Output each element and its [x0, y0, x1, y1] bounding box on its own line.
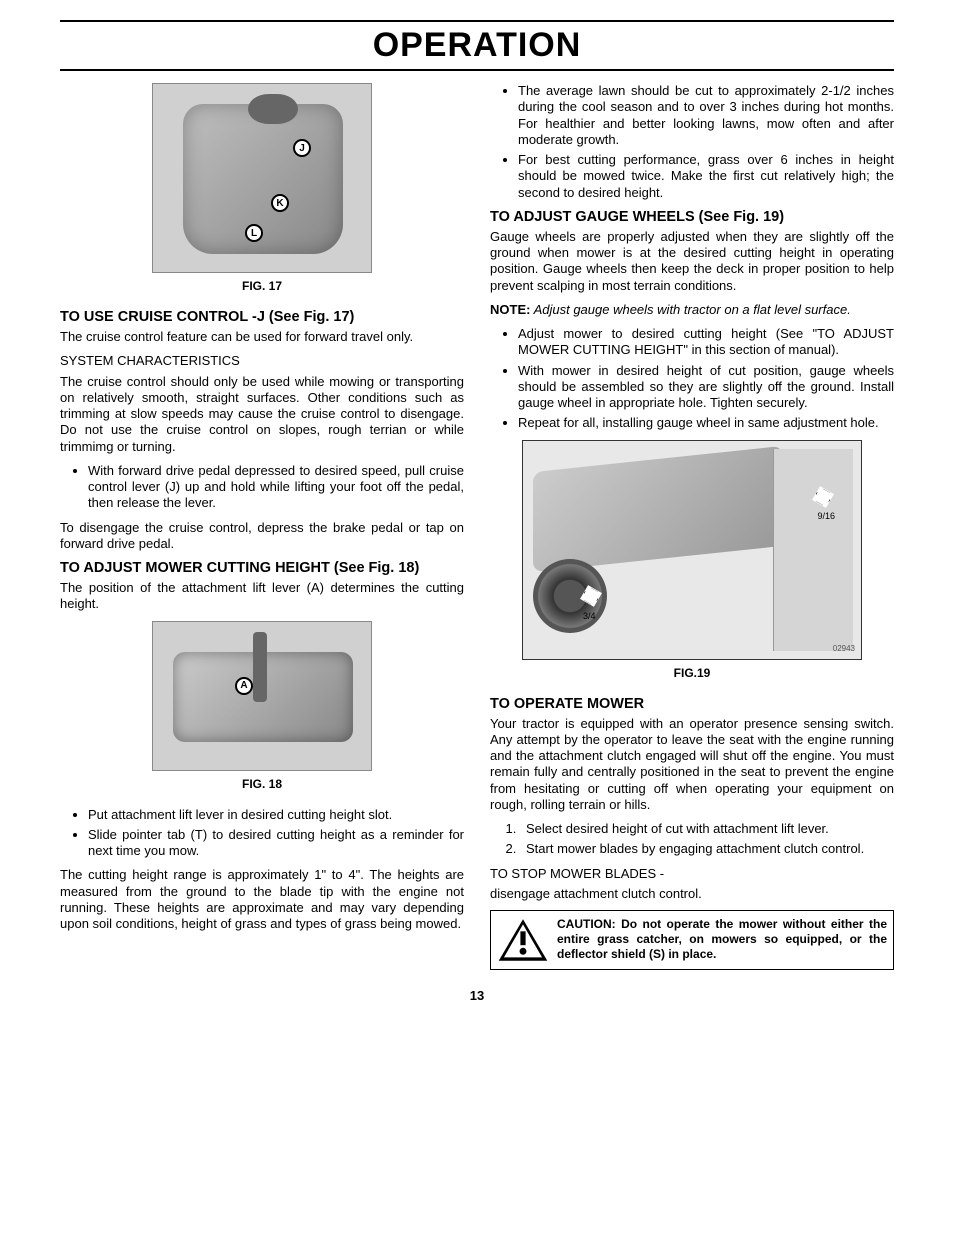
page-number: 13 — [60, 988, 894, 1003]
left-column: J K L FIG. 17 TO USE CRUISE CONTROL -J (… — [60, 83, 464, 970]
fig18-callout-a: A — [235, 677, 253, 695]
para-operator-presence: Your tractor is equipped with an operato… — [490, 716, 894, 814]
heading-operate-mower: TO OPERATE MOWER — [490, 696, 894, 712]
caution-box: CAUTION: Do not operate the mower withou… — [490, 910, 894, 970]
heading-cruise-control: TO USE CRUISE CONTROL -J (See Fig. 17) — [60, 309, 464, 325]
list-mowing-tips: The average lawn should be cut to approx… — [490, 83, 894, 201]
figure-18: A — [152, 621, 372, 771]
list-item: Repeat for all, installing gauge wheel i… — [518, 415, 894, 431]
two-column-layout: J K L FIG. 17 TO USE CRUISE CONTROL -J (… — [60, 83, 894, 970]
para-cruise-disengage: To disengage the cruise control, depress… — [60, 520, 464, 553]
heading-adjust-cutting-height: TO ADJUST MOWER CUTTING HEIGHT (See Fig.… — [60, 560, 464, 576]
fig19-part-number: 02943 — [833, 644, 855, 653]
list-gauge-steps: Adjust mower to desired cutting height (… — [490, 326, 894, 432]
list-item: Slide pointer tab (T) to desired cutting… — [88, 827, 464, 860]
list-item: Start mower blades by engaging attachmen… — [520, 841, 894, 857]
fig17-callout-k: K — [271, 194, 289, 212]
figure-19: 9/16 3/4 02943 — [522, 440, 862, 660]
list-item: With forward drive pedal depressed to de… — [88, 463, 464, 512]
para-gauge-intro: Gauge wheels are properly adjusted when … — [490, 229, 894, 294]
list-operate-steps: Select desired height of cut with attach… — [490, 821, 894, 858]
list-item: The average lawn should be cut to approx… — [518, 83, 894, 148]
list-cruise-steps: With forward drive pedal depressed to de… — [60, 463, 464, 512]
page-title: OPERATION — [60, 26, 894, 65]
note-label: NOTE: — [490, 302, 530, 317]
list-item: Put attachment lift lever in desired cut… — [88, 807, 464, 823]
fig17-callout-l: L — [245, 224, 263, 242]
fig19-caption: FIG.19 — [490, 666, 894, 680]
fig17-callout-j: J — [293, 139, 311, 157]
fig18-lever — [253, 632, 267, 702]
fig19-nut1-label: 9/16 — [817, 511, 835, 521]
para-height-range: The cutting height range is approximatel… — [60, 867, 464, 932]
right-column: The average lawn should be cut to approx… — [490, 83, 894, 970]
para-cruise-conditions: The cruise control should only be used w… — [60, 374, 464, 455]
fig17-caption: FIG. 17 — [60, 279, 464, 293]
fig18-caption: FIG. 18 — [60, 777, 464, 791]
caution-text: CAUTION: Do not operate the mower withou… — [557, 917, 887, 962]
para-disengage-clutch: disengage attachment clutch control. — [490, 886, 894, 902]
subhead-system-characteristics: SYSTEM CHARACTERISTICS — [60, 353, 464, 369]
heading-adjust-gauge-wheels: TO ADJUST GAUGE WHEELS (See Fig. 19) — [490, 209, 894, 225]
list-item: With mower in desired height of cut posi… — [518, 363, 894, 412]
subhead-stop-blades: TO STOP MOWER BLADES - — [490, 866, 894, 882]
note-text: Adjust gauge wheels with tractor on a fl… — [530, 302, 850, 317]
para-lift-lever: The position of the attachment lift leve… — [60, 580, 464, 613]
rule-top — [60, 20, 894, 22]
fig19-nut2-label: 3/4 — [583, 611, 596, 621]
rule-bottom — [60, 69, 894, 71]
list-item: For best cutting performance, grass over… — [518, 152, 894, 201]
figure-17: J K L — [152, 83, 372, 273]
fig19-axle — [533, 445, 783, 571]
warning-icon — [497, 917, 549, 963]
fig17-steering — [248, 94, 298, 124]
list-item: Adjust mower to desired cutting height (… — [518, 326, 894, 359]
para-gauge-note: NOTE: Adjust gauge wheels with tractor o… — [490, 302, 894, 318]
list-item: Select desired height of cut with attach… — [520, 821, 894, 837]
fig17-mower-body — [183, 104, 343, 254]
para-cruise-intro: The cruise control feature can be used f… — [60, 329, 464, 345]
list-cutting-height: Put attachment lift lever in desired cut… — [60, 807, 464, 860]
fig19-plate — [773, 449, 853, 651]
